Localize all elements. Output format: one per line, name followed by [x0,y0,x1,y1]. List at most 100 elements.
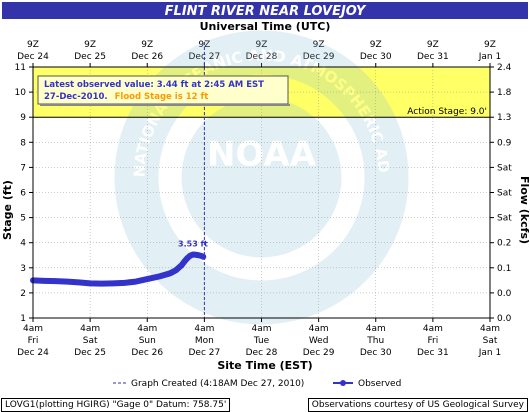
top-tick-label: 9Z [141,40,153,50]
bottom-tick-day: Sat [83,336,98,346]
top-tick-date: Dec 24 [17,52,49,62]
bottom-tick-time: 4am [366,324,386,334]
latest-value-line: Latest observed value: 3.44 ft at 2:45 A… [44,80,264,90]
bottom-axis-title: Site Time (EST) [217,359,312,372]
bottom-tick-day: Mon [195,336,214,346]
plot-area: NOAA NATIONAL OCEANIC AND ATMOSPHERIC AD… [30,30,491,325]
bottom-tick-time: 4am [194,324,214,334]
action-stage-label: Action Stage: 9.0' [407,107,487,117]
bottom-tick-day: Sun [139,336,156,346]
bottom-tick-date: Dec 28 [246,348,278,358]
latest-box-frame [37,75,289,105]
left-tick-label: 3 [20,264,26,274]
right-tick-label: 0.1 [497,264,511,274]
bottom-tick-date: Dec 26 [131,348,163,358]
bottom-tick-time: 4am [480,324,500,334]
top-tick-date: Dec 31 [417,52,449,62]
top-tick-label: 9Z [256,40,268,50]
top-tick-label: 9Z [313,40,325,50]
bottom-tick-date: Dec 24 [17,348,49,358]
top-tick-label: 9Z [370,40,382,50]
left-tick-label: 7 [20,163,26,173]
bottom-tick-labels: 4am Fri Dec 24 4am Sat Dec 25 4am Sun Dec 26 4am M… [17,318,501,358]
observed-point [133,279,139,285]
bottom-tick-time: 4am [23,324,43,334]
top-tick-date: Dec 25 [74,52,106,62]
bottom-tick-time: 4am [80,324,100,334]
bottom-tick-date: Jan 1 [478,348,501,358]
bottom-tick-date: Dec 29 [303,348,335,358]
right-tick-labels: 0.0 0.0 0.1 0.2 Sat Sat Sat 0.9 1.3 1.8 2.4 [490,63,512,324]
left-tick-label: 10 [15,88,27,98]
observed-point [144,276,150,282]
top-tick-label: 9Z [484,40,496,50]
top-tick-date: Dec 28 [246,52,278,62]
top-tick-date: Dec 30 [360,52,392,62]
title-bar [2,2,528,19]
bottom-tick-time: 4am [309,324,329,334]
latest-observed-box: Latest observed value: 3.44 ft at 2:45 A… [37,75,290,106]
observed-point [99,281,105,287]
right-tick-label: 0.9 [497,138,512,148]
right-tick-label: Sat [497,163,512,173]
right-tick-label: 2.4 [497,63,512,73]
flood-stage-text: Flood Stage is 12 ft [115,92,209,102]
observed-point [173,267,179,273]
bottom-tick-date: Dec 27 [189,348,221,358]
right-tick-label: 1.8 [497,88,512,98]
observed-point [121,280,127,286]
left-tick-label: 5 [20,214,26,224]
bottom-tick-time: 4am [251,324,271,334]
latest-box-shadow [40,104,290,106]
legend: Graph Created (4:18AM Dec 27, 2010) Obse… [113,379,401,389]
bottom-tick-day: Wed [309,336,329,346]
observed-point [200,254,206,260]
latest-date-line: 27-Dec-2010. Flood Stage is 12 ft [44,92,208,102]
left-tick-labels: 1 2 3 4 5 6 7 8 9 10 11 [15,63,33,324]
observed-point [53,278,59,284]
right-tick-label: 1.3 [497,113,511,123]
left-tick-label: 8 [20,138,26,148]
latest-date: 27-Dec-2010. [44,92,108,102]
watermark-text: NOAA [207,134,317,174]
watermark-ring [114,30,409,325]
top-tick-label: 9Z [27,40,39,50]
observed-point [64,279,70,285]
observed-point [167,270,173,276]
right-tick-label: Sat [497,214,512,224]
peak-value-label: 3.53 ft [178,239,208,248]
top-tick-label: 9Z [84,40,96,50]
legend-observed-marker [340,380,346,386]
top-tick-date: Jan 1 [478,52,501,62]
observed-point [41,278,47,284]
top-tick-date: Dec 29 [303,52,335,62]
bottom-tick-day: Fri [28,336,39,346]
right-axis-title: Flow (kcfs) [518,176,530,244]
left-tick-label: 11 [15,63,26,73]
bottom-tick-date: Dec 25 [74,348,106,358]
bottom-tick-time: 4am [423,324,443,334]
observed-series-points [30,251,206,287]
chart-title: FLINT RIVER NEAR LOVEJOY [165,4,367,19]
bottom-tick-time: 4am [137,324,157,334]
right-tick-label: 0.0 [497,314,512,324]
right-tick-label: Sat [497,189,512,199]
observed-point [76,279,82,285]
observed-point [156,274,162,280]
left-tick-label: 1 [20,314,26,324]
observed-point [87,280,93,286]
left-tick-label: 4 [20,239,26,249]
top-tick-date: Dec 26 [131,52,163,62]
observed-point [181,259,187,265]
right-tick-label: 0.2 [497,239,511,249]
top-tick-label: 9Z [427,40,439,50]
top-axis-title: Universal Time (UTC) [200,20,331,33]
left-tick-label: 2 [20,289,26,299]
bottom-tick-day: Thu [366,336,384,346]
bottom-tick-day: Tue [253,336,270,346]
observed-point [179,262,185,268]
bottom-tick-date: Dec 30 [360,348,392,358]
credits-footer: Observations courtesy of US Geological S… [307,398,528,412]
left-axis-title: Stage (ft) [1,180,14,240]
